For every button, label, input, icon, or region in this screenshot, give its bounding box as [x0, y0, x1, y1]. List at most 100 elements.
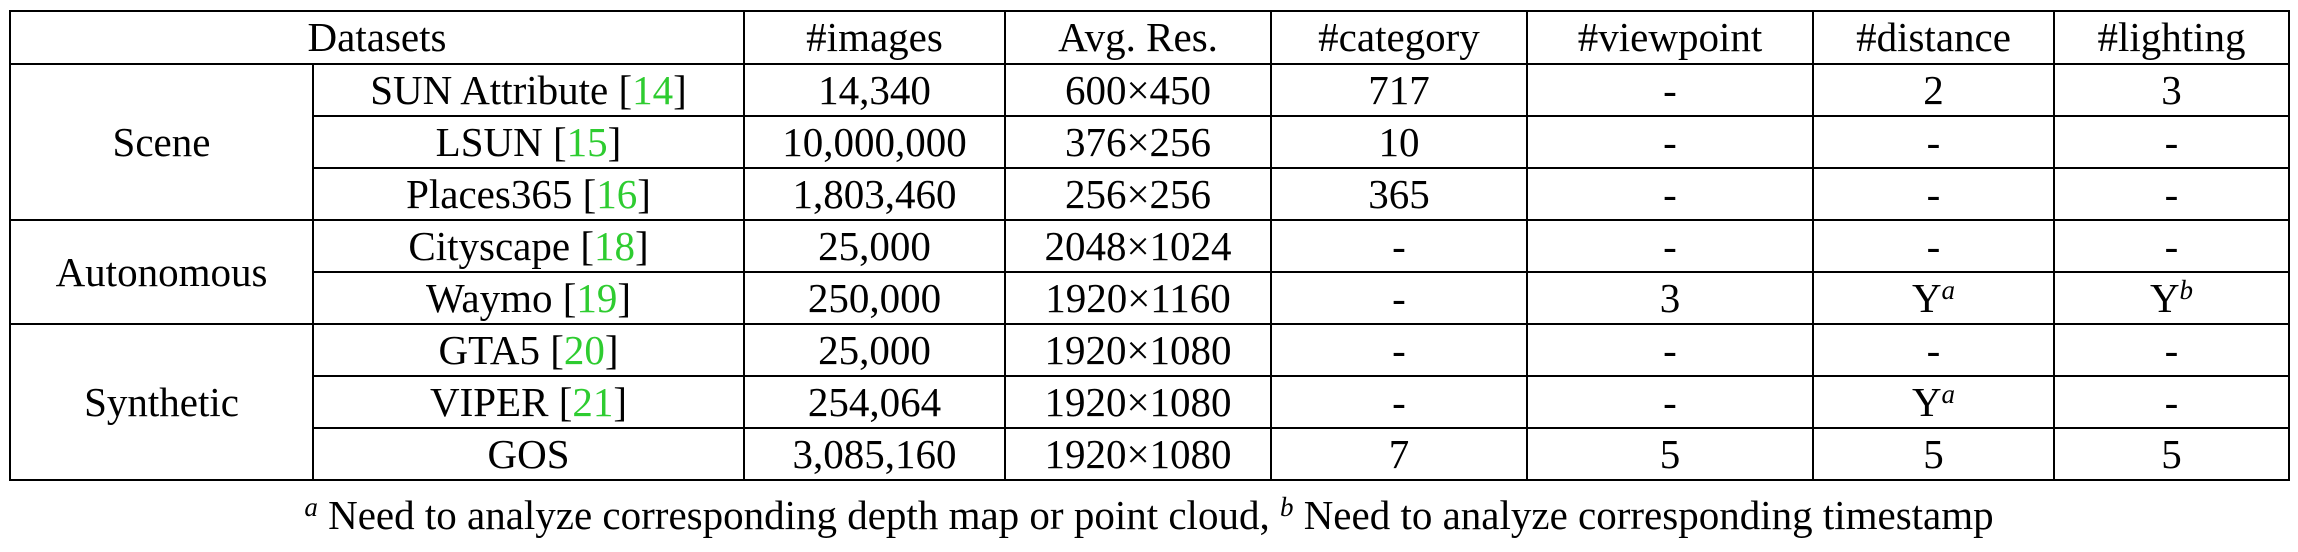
category-cell: 365 — [1270, 167, 1528, 221]
header-lighting: #lighting — [2053, 10, 2290, 65]
citation-link[interactable]: 15 — [566, 118, 608, 165]
distance-cell: - — [1812, 219, 2055, 273]
citation-link[interactable]: 21 — [572, 378, 614, 425]
dataset-name: Cityscape — [408, 222, 581, 269]
category-cell: 7 — [1270, 427, 1528, 481]
resolution-cell: 376×256 — [1004, 115, 1272, 169]
header-viewpoint: #viewpoint — [1526, 10, 1814, 65]
images-cell: 1,803,460 — [743, 167, 1006, 221]
lighting-value: Y — [2149, 274, 2180, 321]
resolution-cell: 1920×1080 — [1004, 375, 1272, 429]
images-cell: 3,085,160 — [743, 427, 1006, 481]
images-cell: 25,000 — [743, 323, 1006, 377]
category-cell: 10 — [1270, 115, 1528, 169]
category-cell: 717 — [1270, 63, 1528, 117]
header-images: #images — [743, 10, 1006, 65]
table-row: Scene SUN Attribute [14] 14,340 600×450 … — [9, 63, 2290, 221]
lighting-cell: - — [2053, 323, 2290, 377]
distance-cell: 5 — [1812, 427, 2055, 481]
table-row: LSUN [15] 10,000,000 376×256 10 - - - — [10, 115, 2290, 169]
lighting-cell: - — [2053, 167, 2290, 221]
citation-link[interactable]: 20 — [563, 326, 605, 373]
dataset-name: Waymo — [425, 274, 563, 321]
footnote-marker-a: a — [1941, 274, 1956, 305]
dataset-name-cell: VIPER [21] — [312, 375, 745, 429]
dataset-name: GTA5 — [438, 326, 551, 373]
table-row: GOS 3,085,160 1920×1080 7 5 5 5 — [10, 427, 2290, 481]
distance-cell: 2 — [1812, 63, 2055, 117]
footnote-mark-a: a — [304, 492, 318, 522]
viewpoint-cell: - — [1526, 167, 1814, 221]
category-cell: - — [1270, 271, 1528, 325]
header-category: #category — [1270, 10, 1528, 65]
group-label-synthetic: Synthetic — [9, 323, 314, 481]
resolution-cell: 1920×1080 — [1004, 323, 1272, 377]
dataset-name: Places365 — [406, 170, 583, 217]
dataset-name-cell: SUN Attribute [14] — [312, 63, 745, 117]
distance-cell: - — [1812, 167, 2055, 221]
resolution-cell: 1920×1080 — [1004, 427, 1272, 481]
header-distance: #distance — [1812, 10, 2055, 65]
resolution-cell: 600×450 — [1004, 63, 1272, 117]
viewpoint-cell: - — [1526, 115, 1814, 169]
header-avg-res: Avg. Res. — [1004, 10, 1272, 65]
dataset-name: VIPER — [429, 378, 559, 425]
group-label-scene: Scene — [9, 63, 314, 221]
images-cell: 25,000 — [743, 219, 1006, 273]
header-datasets: Datasets — [9, 10, 745, 65]
viewpoint-cell: - — [1526, 219, 1814, 273]
viewpoint-cell: - — [1526, 323, 1814, 377]
footnote-text-a: Need to analyze corresponding depth map … — [317, 492, 1280, 538]
resolution-cell: 256×256 — [1004, 167, 1272, 221]
dataset-name-cell: GOS — [312, 427, 745, 481]
citation-link[interactable]: 14 — [632, 66, 674, 113]
dataset-name-cell: LSUN [15] — [312, 115, 745, 169]
distance-value: Y — [1911, 274, 1942, 321]
table-header-row: Datasets #images Avg. Res. #category #vi… — [9, 10, 2290, 65]
footnote-text-b: Need to analyze corresponding timestamp — [1293, 492, 1994, 538]
dataset-name-cell: GTA5 [20] — [312, 323, 745, 377]
dataset-name: GOS — [487, 430, 570, 477]
resolution-cell: 1920×1160 — [1004, 271, 1272, 325]
footnote-marker-a: a — [1941, 378, 1956, 409]
dataset-name: SUN Attribute — [370, 66, 619, 113]
images-cell: 14,340 — [743, 63, 1006, 117]
resolution-cell: 2048×1024 — [1004, 219, 1272, 273]
footnote-marker-b: b — [2179, 274, 2194, 305]
table-row: VIPER [21] 254,064 1920×1080 - - Ya - — [10, 375, 2290, 429]
category-cell: - — [1270, 323, 1528, 377]
lighting-cell: 5 — [2053, 427, 2290, 481]
table-footnote: a Need to analyze corresponding depth ma… — [0, 492, 2298, 538]
table-row: Autonomous Cityscape [18] 25,000 2048×10… — [9, 219, 2290, 325]
viewpoint-cell: - — [1526, 375, 1814, 429]
distance-value: Y — [1911, 378, 1942, 425]
lighting-cell: Yb — [2053, 271, 2290, 325]
images-cell: 254,064 — [743, 375, 1006, 429]
dataset-comparison-table: Datasets #images Avg. Res. #category #vi… — [9, 10, 2290, 481]
distance-cell: Ya — [1812, 271, 2055, 325]
category-cell: - — [1270, 219, 1528, 273]
lighting-cell: 3 — [2053, 63, 2290, 117]
viewpoint-cell: - — [1526, 63, 1814, 117]
table-row: Places365 [16] 1,803,460 256×256 365 - -… — [10, 167, 2290, 221]
dataset-name: LSUN — [435, 118, 553, 165]
citation-link[interactable]: 18 — [593, 222, 635, 269]
viewpoint-cell: 3 — [1526, 271, 1814, 325]
category-cell: - — [1270, 375, 1528, 429]
dataset-name-cell: Cityscape [18] — [312, 219, 745, 273]
lighting-cell: - — [2053, 115, 2290, 169]
images-cell: 10,000,000 — [743, 115, 1006, 169]
distance-cell: - — [1812, 115, 2055, 169]
citation-link[interactable]: 19 — [576, 274, 618, 321]
lighting-cell: - — [2053, 219, 2290, 273]
images-cell: 250,000 — [743, 271, 1006, 325]
footnote-mark-b: b — [1279, 492, 1294, 522]
dataset-name-cell: Waymo [19] — [312, 271, 745, 325]
distance-cell: - — [1812, 323, 2055, 377]
citation-link[interactable]: 16 — [596, 170, 638, 217]
group-label-autonomous: Autonomous — [9, 219, 314, 325]
lighting-cell: - — [2053, 375, 2290, 429]
table-row: Waymo [19] 250,000 1920×1160 - 3 Ya Yb — [10, 271, 2290, 325]
viewpoint-cell: 5 — [1526, 427, 1814, 481]
table-row: Synthetic GTA5 [20] 25,000 1920×1080 - -… — [9, 323, 2290, 481]
